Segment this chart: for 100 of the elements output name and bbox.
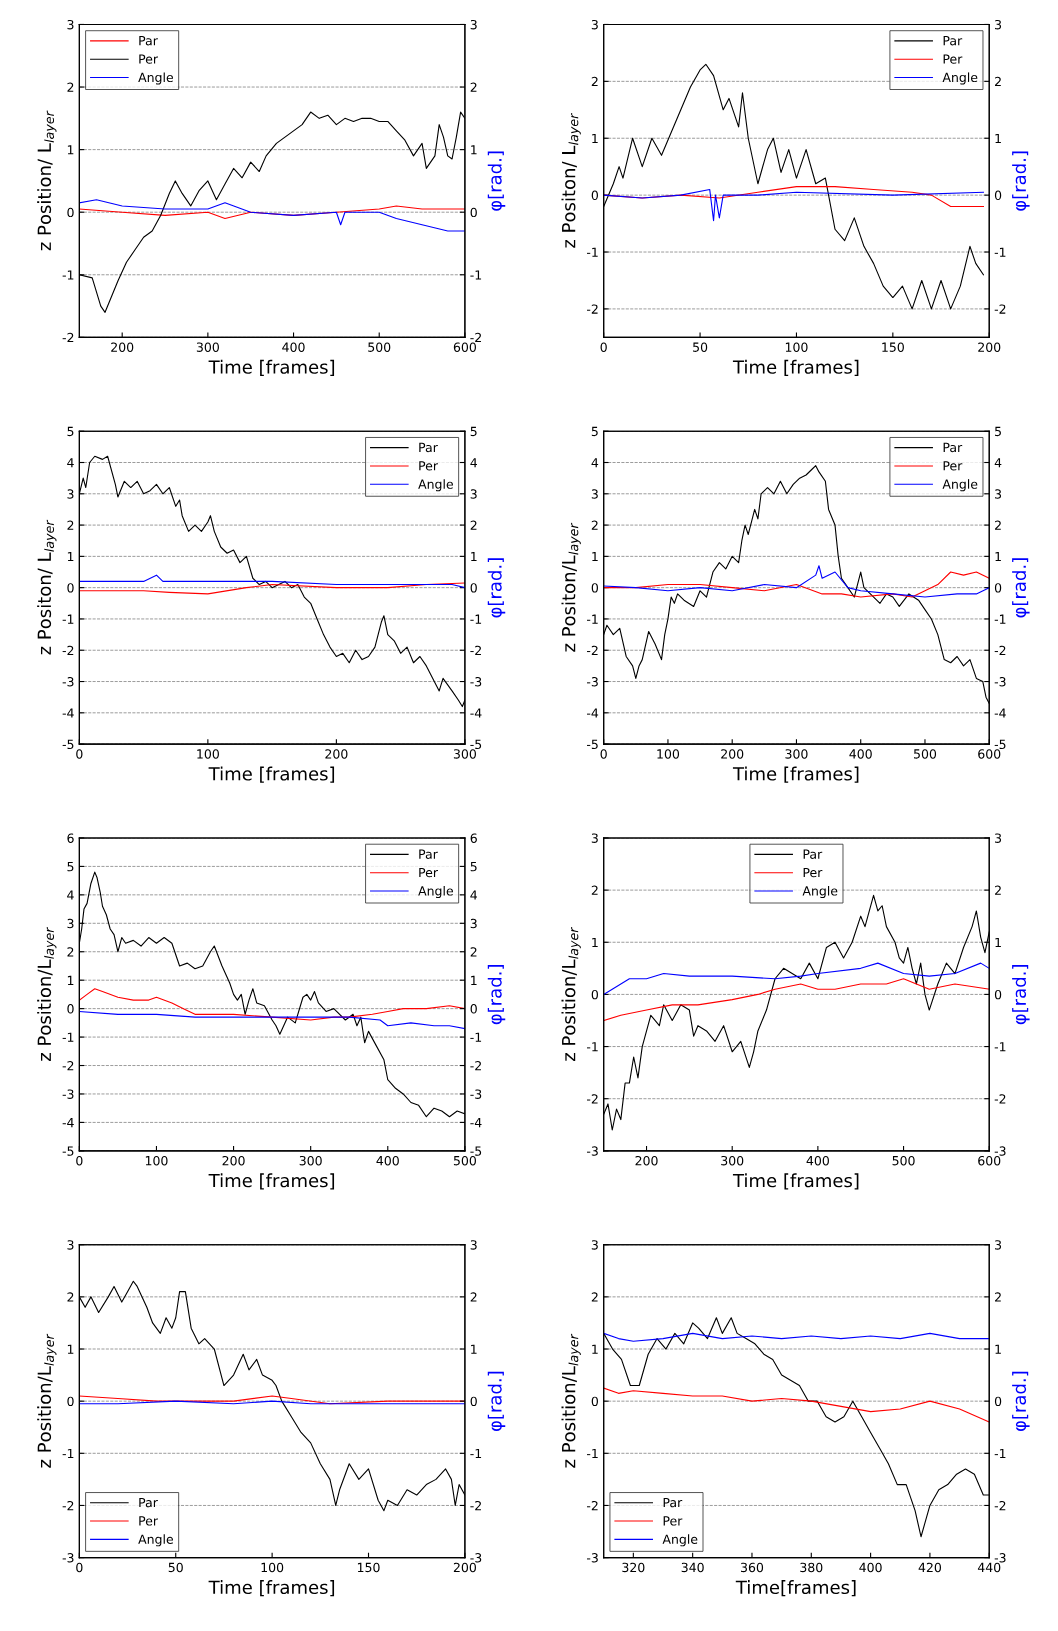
y2-axis-title: φ[rad.] — [487, 151, 506, 211]
y-tick-label: -2 — [586, 304, 598, 314]
y-tick-label: 2 — [591, 520, 598, 530]
y-tick-label: 2 — [67, 520, 74, 530]
y2-tick-label: -4 — [994, 708, 1006, 718]
line-series — [603, 1332, 990, 1342]
y-tick-label: -1 — [62, 1448, 74, 1459]
y-axis-title: z Position/L$_{layer}$ — [561, 926, 581, 1061]
y-tick-label: 4 — [67, 458, 74, 468]
x-tick-label: 0 — [600, 749, 607, 759]
y2-tick-label: -2 — [994, 304, 1006, 314]
y2-tick-label: 2 — [470, 82, 477, 92]
y2-tick-label: 3 — [995, 1240, 1002, 1250]
y2-tick-label: -3 — [470, 1553, 482, 1563]
y2-axis-title: φ[rad.] — [1012, 965, 1030, 1025]
x-axis-title: Time [frames] — [732, 359, 859, 376]
y2-tick-label: -1 — [994, 614, 1006, 624]
y-tick-label: 1 — [67, 975, 74, 985]
legend-label: Angle — [662, 1534, 698, 1547]
y2-tick-label: -2 — [470, 332, 481, 343]
x-tick-label: 600 — [978, 1155, 1001, 1166]
x-tick-label: 200 — [721, 749, 744, 759]
x-tick-label: 200 — [111, 342, 134, 352]
x-tick-label: 400 — [806, 1155, 829, 1166]
y-tick-label: 3 — [67, 489, 74, 499]
y2-tick-label: 5 — [470, 426, 477, 437]
y-tick-label: 2 — [67, 82, 74, 92]
y2-tick-label: 0 — [470, 207, 477, 218]
y2-tick-label: -1 — [994, 247, 1006, 257]
y-tick-label: 3 — [67, 1240, 74, 1250]
y-tick-label: 3 — [67, 19, 74, 30]
legend-label: Par — [663, 1497, 683, 1508]
y2-tick-label: -2 — [470, 645, 481, 655]
x-tick-label: 500 — [914, 749, 937, 759]
legend-label: Par — [419, 849, 438, 859]
y-tick-label: -1 — [62, 1032, 74, 1042]
y2-tick-label: 1 — [995, 552, 1001, 562]
y2-tick-label: -2 — [470, 1060, 481, 1071]
y2-tick-label: 3 — [470, 19, 477, 30]
legend-label: Angle — [802, 885, 838, 899]
y2-tick-label: 2 — [995, 76, 1001, 87]
y2-tick-label: -3 — [994, 677, 1006, 687]
y2-tick-label: 3 — [995, 833, 1002, 843]
line-series — [603, 571, 990, 598]
y2-tick-label: -2 — [994, 1094, 1006, 1104]
x-axis-title: Time [frames] — [208, 1173, 335, 1190]
x-tick-label: 400 — [849, 749, 872, 759]
y2-tick-label: 0 — [470, 583, 477, 593]
y-tick-label: 4 — [591, 458, 599, 468]
y-tick-label: -4 — [62, 1118, 74, 1128]
y2-axis-title: φ[rad.] — [487, 558, 506, 618]
line-series — [79, 582, 465, 595]
y-tick-label: 3 — [67, 918, 74, 929]
y-tick-label: -2 — [586, 645, 598, 655]
y-tick-label: 6 — [67, 833, 74, 843]
y2-tick-label: -1 — [994, 1448, 1006, 1459]
y-tick-label: 1 — [67, 552, 74, 562]
y2-tick-label: 1 — [995, 937, 1001, 948]
y-tick-label: -3 — [586, 677, 598, 687]
x-tick-label: 100 — [145, 1155, 168, 1166]
line-series — [603, 1387, 990, 1423]
x-tick-label: 0 — [76, 1155, 83, 1166]
x-tick-label: 320 — [622, 1562, 645, 1573]
x-tick-label: 420 — [918, 1562, 942, 1573]
y-tick-label: -5 — [62, 1146, 74, 1156]
y-tick-label: -5 — [586, 739, 598, 750]
y-tick-label: 0 — [591, 1396, 598, 1407]
legend-label: Per — [803, 867, 823, 878]
x-tick-label: 100 — [197, 749, 219, 759]
y2-tick-label: 0 — [994, 190, 1002, 201]
x-axis-title: Time[frames] — [735, 1580, 856, 1597]
y2-tick-label: 1 — [471, 975, 477, 985]
y-tick-label: 0 — [591, 989, 598, 1000]
y-tick-label: -3 — [62, 1089, 74, 1099]
y-tick-label: -2 — [62, 645, 74, 655]
x-tick-label: 440 — [977, 1562, 1001, 1573]
y-tick-label: 2 — [67, 947, 74, 957]
y2-tick-label: 4 — [470, 458, 478, 468]
y-tick-label: -1 — [586, 1448, 598, 1459]
line-series — [79, 199, 465, 232]
y-tick-label: -2 — [586, 1094, 598, 1104]
y2-tick-label: -2 — [994, 1500, 1006, 1511]
y-tick-label: -1 — [62, 270, 74, 280]
legend-label: Angle — [138, 1534, 174, 1547]
x-tick-label: 200 — [222, 1155, 245, 1166]
y-tick-label: 3 — [591, 1240, 598, 1250]
legend-label: Per — [943, 54, 963, 64]
x-tick-label: 50 — [693, 342, 708, 352]
y-axis-title: z Positon/ L$_{layer}$ — [37, 519, 57, 655]
x-tick-label: 600 — [978, 749, 1001, 759]
legend-label: Angle — [418, 479, 453, 492]
x-tick-label: 360 — [741, 1562, 764, 1573]
y2-tick-label: 0 — [994, 583, 1002, 593]
y-tick-label: 3 — [591, 19, 598, 30]
y2-tick-label: -1 — [470, 614, 482, 624]
x-tick-label: 500 — [368, 342, 391, 352]
legend-label: Angle — [138, 72, 174, 85]
y-tick-label: -1 — [586, 247, 598, 257]
line-series — [603, 565, 990, 598]
x-tick-label: 340 — [681, 1562, 704, 1573]
